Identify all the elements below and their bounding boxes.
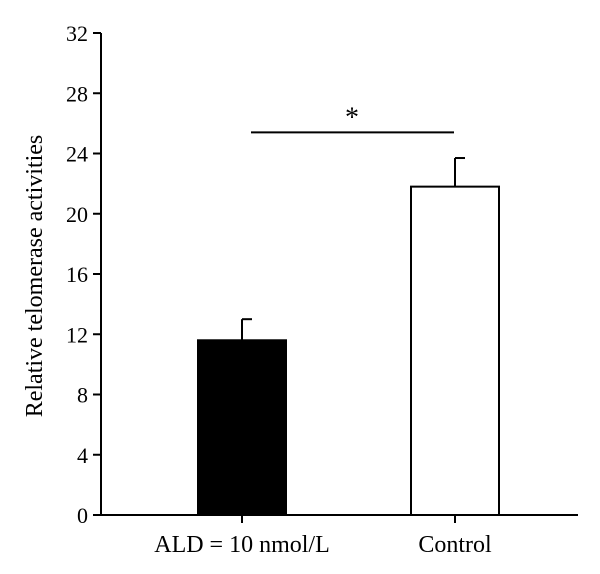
error-bars [241, 157, 465, 341]
bars [197, 185, 500, 516]
y-tick-label: 8 [77, 383, 88, 408]
x-tick-label: ALD = 10 nmol/L [154, 532, 330, 558]
bar [197, 339, 287, 516]
significance-marker: * [345, 102, 359, 133]
y-tick-label: 20 [66, 202, 88, 227]
y-tick-label: 28 [66, 81, 88, 106]
x-axis: ALD = 10 nmol/L Control [101, 514, 578, 558]
x-tick-label: Control [418, 532, 492, 558]
significance-annotation: * [251, 102, 454, 134]
y-tick-label: 12 [66, 322, 88, 347]
y-tick-label: 0 [77, 503, 88, 528]
y-tick-label: 24 [66, 142, 88, 167]
y-axis: 0 4 8 12 16 20 24 28 32 [66, 21, 102, 528]
y-tick-label: 16 [66, 262, 88, 287]
y-tick-label: 4 [77, 443, 88, 468]
bar [410, 185, 500, 516]
y-tick-label: 32 [66, 21, 88, 46]
y-axis-label: Relative telomerase activities [22, 135, 48, 418]
